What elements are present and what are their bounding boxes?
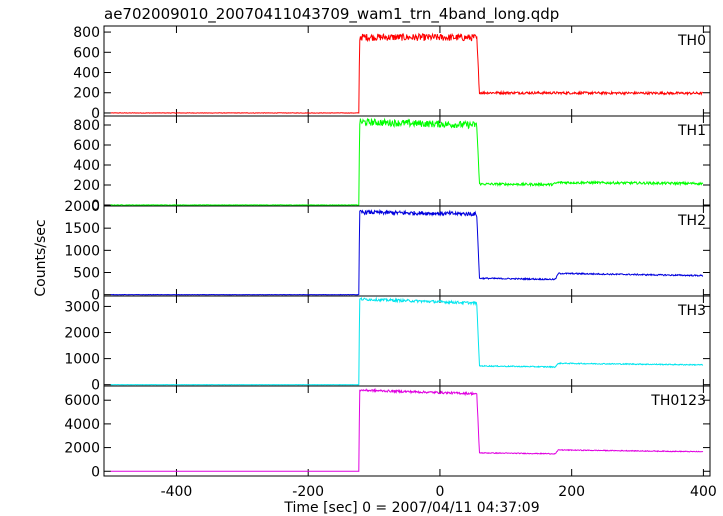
- panel-frame: [103, 25, 711, 117]
- y-tick-label: 200: [73, 178, 100, 194]
- y-tick-label: 400: [73, 158, 100, 174]
- series-line-th2: [110, 208, 704, 296]
- series-label: TH3: [677, 303, 706, 319]
- y-tick-label: 1000: [64, 352, 100, 368]
- y-tick-label: 400: [73, 66, 100, 82]
- series-label: TH1: [677, 123, 706, 139]
- chart-title: ae702009010_20070411043709_wam1_trn_4ban…: [104, 5, 559, 24]
- series-label: TH2: [677, 213, 706, 229]
- y-tick-label: 0: [91, 288, 100, 304]
- series-line-th0: [110, 32, 703, 114]
- x-tick-label: -200: [292, 484, 324, 500]
- y-tick-label: 2000: [64, 326, 100, 342]
- y-tick-label: 2000: [64, 441, 100, 457]
- y-tick-label: 200: [73, 86, 100, 102]
- panel-frame: [103, 385, 711, 477]
- y-tick-label: 600: [73, 45, 100, 61]
- y-tick-label: 800: [73, 25, 100, 41]
- y-tick-label: 0: [91, 198, 100, 214]
- series-label: TH0: [677, 33, 706, 49]
- y-tick-label: 3000: [64, 299, 100, 315]
- series-line-th1: [110, 117, 704, 206]
- x-tick-label: 0: [435, 484, 444, 500]
- y-tick-label: 800: [73, 118, 100, 134]
- panel-frame: [103, 295, 711, 387]
- panel-frame: [103, 205, 711, 297]
- y-tick-label: 0: [91, 464, 100, 480]
- x-tick-label: 200: [558, 484, 585, 500]
- y-tick-label: 4000: [64, 417, 100, 433]
- x-axis-label: Time [sec] 0 = 2007/04/11 04:37:09: [283, 500, 539, 516]
- y-tick-label: 0: [91, 378, 100, 394]
- y-tick-label: 1500: [64, 221, 100, 237]
- y-tick-label: 0: [91, 106, 100, 122]
- y-tick-label: 6000: [64, 393, 100, 409]
- y-tick-label: 500: [73, 266, 100, 282]
- series-label: TH0123: [650, 393, 706, 409]
- x-tick-label: -400: [161, 484, 193, 500]
- y-tick-label: 2000: [64, 199, 100, 215]
- chart-panels: 0 200 400 600 800 TH0 0 200 400 600 800 TH1 0 500 1000…: [64, 25, 716, 500]
- series-line-th3: [110, 296, 704, 386]
- panel-frame: [103, 115, 711, 207]
- y-tick-label: 600: [73, 138, 100, 154]
- y-tick-label: 1000: [64, 243, 100, 259]
- y-axis-label: Counts/sec: [33, 219, 49, 296]
- x-tick-label: 400: [690, 484, 717, 500]
- series-line-th0123: [110, 387, 704, 472]
